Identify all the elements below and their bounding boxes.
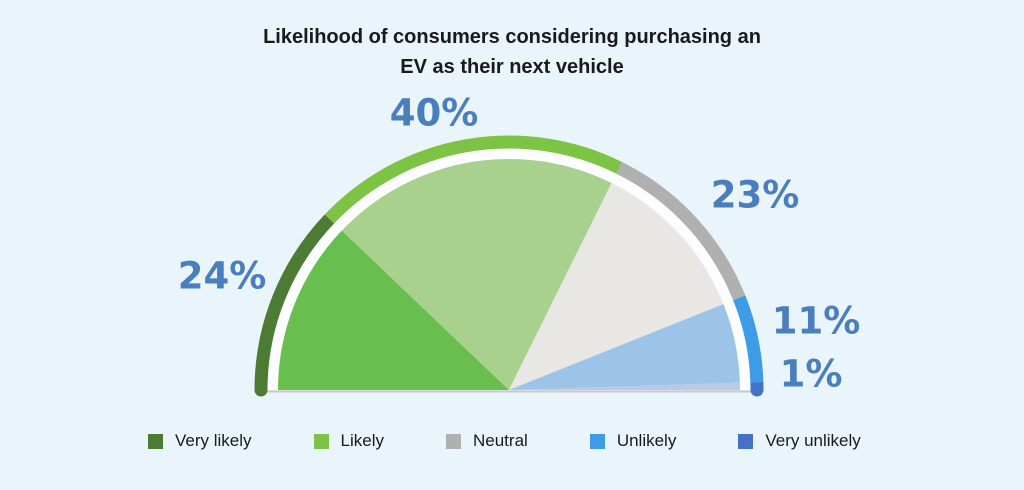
value-label-neutral: 23% (710, 173, 800, 217)
ring-segment-neutral (616, 161, 746, 301)
pie-segment-very-likely (277, 229, 509, 390)
ring-segment-likely (324, 135, 623, 224)
value-label-very-unlikely: 1% (779, 352, 843, 396)
pie-segment-neutral (509, 182, 725, 390)
legend-swatch-very-likely (148, 433, 163, 449)
chart-legend: Very likely Likely Neutral Unlikely Very unl… (148, 431, 861, 451)
ring-start-cap (254, 383, 268, 397)
legend-item-very-unlikely: Very unlikely (738, 431, 861, 451)
value-label-likely: 40% (389, 91, 479, 135)
legend-label: Very likely (175, 431, 252, 450)
legend-swatch-likely (313, 433, 329, 449)
legend-label: Unlikely (616, 431, 677, 450)
legend-item-very-likely: Very likely (148, 431, 252, 451)
value-label-unlikely: 11% (771, 299, 861, 343)
legend-item-likely: Likely (313, 431, 384, 451)
pie-segment-very-unlikely (509, 382, 741, 390)
legend-item-unlikely: Unlikely (589, 431, 677, 451)
legend-label: Very unlikely (765, 431, 861, 450)
ring-end-cap (750, 383, 764, 397)
chart-title: Likelihood of consumers considering purc… (263, 26, 761, 78)
legend-label: Neutral (473, 431, 528, 450)
pie-segment-unlikely (509, 303, 741, 390)
legend-item-neutral: Neutral (446, 431, 528, 451)
legend-swatch-neutral (446, 433, 461, 449)
ring-segment-unlikely (733, 295, 764, 383)
legend-swatch-unlikely (589, 433, 605, 449)
gauge-gap-band (266, 147, 752, 391)
ring-segment-very-likely (254, 214, 335, 391)
legend-swatch-very-unlikely (738, 433, 754, 449)
value-label-very-likely: 24% (177, 254, 267, 298)
pie-segment-likely (341, 158, 613, 390)
legend-label: Likely (340, 431, 384, 450)
